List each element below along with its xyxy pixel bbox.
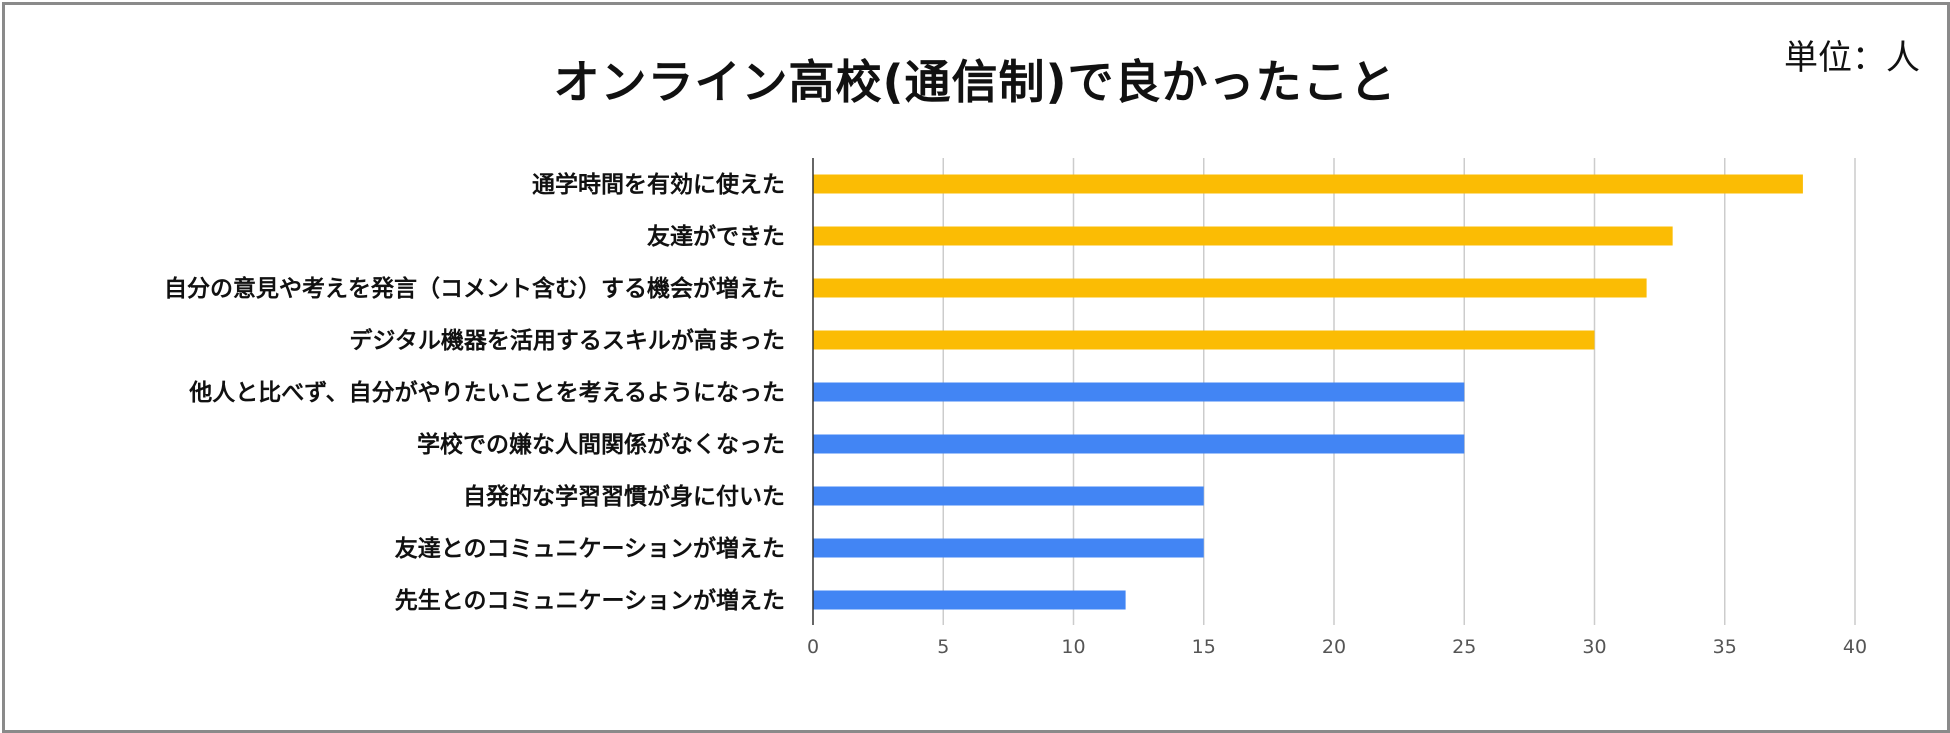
category-labels: 通学時間を有効に使えた友達ができた自分の意見や考えを発言（コメント含む）する機会… (164, 171, 785, 614)
x-tick-label: 30 (1582, 636, 1606, 658)
bar (813, 226, 1673, 246)
category-label: 友達ができた (647, 223, 785, 250)
x-tick-label: 25 (1452, 636, 1476, 658)
bar (813, 434, 1465, 454)
category-label: 他人と比べず、自分がやりたいことを考えるようになった (188, 379, 785, 406)
unit-label: 単位：人 (1784, 38, 1920, 78)
x-tick-label: 10 (1061, 636, 1085, 658)
category-label: 先生とのコミュニケーションが増えた (395, 587, 785, 614)
bar (813, 278, 1647, 298)
x-tick-label: 15 (1192, 636, 1216, 658)
bar (813, 538, 1204, 558)
bar (813, 486, 1204, 506)
category-label: 友達とのコミュニケーションが増えた (395, 535, 785, 562)
category-label: 通学時間を有効に使えた (532, 171, 785, 198)
bars (813, 174, 1803, 610)
bar (813, 174, 1803, 194)
category-label: デジタル機器を活用するスキルが高まった (349, 327, 785, 354)
x-tick-label: 35 (1713, 636, 1737, 658)
x-tick-label: 5 (937, 636, 949, 658)
x-tick-label: 0 (807, 636, 819, 658)
category-label: 自分の意見や考えを発言（コメント含む）する機会が増えた (164, 275, 785, 302)
x-axis-tick-labels: 0 5 10 15 20 25 30 35 40 (807, 636, 1867, 658)
x-tick-label: 40 (1843, 636, 1867, 658)
bar (813, 590, 1126, 610)
bar (813, 382, 1465, 402)
bar (813, 330, 1595, 350)
category-label: 自発的な学習習慣が身に付いた (463, 483, 785, 510)
x-tick-label: 20 (1322, 636, 1346, 658)
category-label: 学校での嫌な人間関係がなくなった (417, 431, 785, 458)
chart-title: オンライン高校(通信制)で良かったこと (553, 55, 1397, 109)
